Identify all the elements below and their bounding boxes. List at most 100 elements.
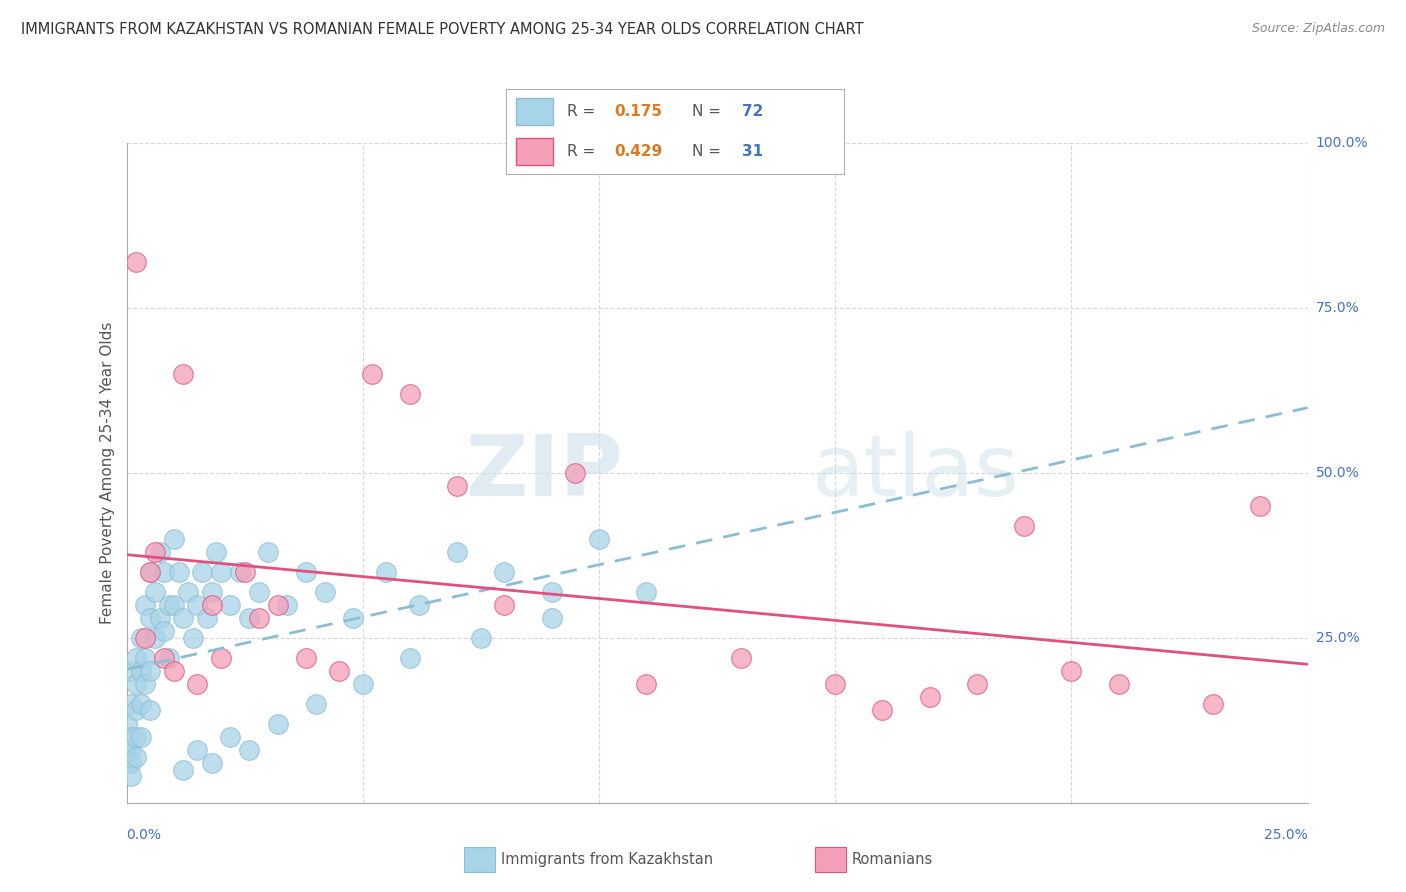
Point	[247, 611, 270, 625]
Point	[172, 763, 194, 777]
Point	[295, 565, 318, 579]
Point	[328, 664, 350, 678]
Text: IMMIGRANTS FROM KAZAKHSTAN VS ROMANIAN FEMALE POVERTY AMONG 25-34 YEAR OLDS CORR: IMMIGRANTS FROM KAZAKHSTAN VS ROMANIAN F…	[21, 22, 863, 37]
Point	[115, 743, 138, 757]
Point	[186, 743, 208, 757]
Point	[129, 631, 152, 645]
Point	[200, 598, 222, 612]
Point	[139, 664, 162, 678]
Point	[494, 598, 516, 612]
Point	[257, 545, 280, 559]
Point	[399, 650, 422, 665]
Point	[446, 545, 468, 559]
Point	[157, 650, 180, 665]
Point	[1202, 697, 1225, 711]
Text: ZIP: ZIP	[465, 431, 623, 515]
Point	[120, 730, 142, 744]
Point	[139, 565, 162, 579]
Point	[177, 584, 200, 599]
Point	[361, 367, 384, 381]
Text: 75.0%: 75.0%	[1316, 301, 1360, 315]
Point	[494, 565, 516, 579]
Text: 0.175: 0.175	[614, 103, 662, 119]
Point	[918, 690, 941, 705]
Text: 25.0%: 25.0%	[1264, 828, 1308, 842]
Point	[238, 743, 260, 757]
Point	[408, 598, 430, 612]
Point	[149, 611, 172, 625]
Point	[540, 584, 562, 599]
Point	[143, 545, 166, 559]
Point	[186, 598, 208, 612]
Point	[163, 532, 186, 546]
Point	[219, 598, 242, 612]
Point	[314, 584, 336, 599]
Point	[120, 743, 142, 757]
Point	[163, 664, 186, 678]
Point	[120, 769, 142, 783]
Point	[125, 703, 148, 717]
Point	[134, 677, 156, 691]
Point	[1108, 677, 1130, 691]
Point	[872, 703, 894, 717]
Point	[209, 650, 232, 665]
Text: 72: 72	[742, 103, 763, 119]
Point	[129, 697, 152, 711]
Point	[153, 565, 176, 579]
Text: Immigrants from Kazakhstan: Immigrants from Kazakhstan	[501, 853, 713, 867]
Point	[219, 730, 242, 744]
Text: 0.0%: 0.0%	[127, 828, 162, 842]
Text: R =: R =	[567, 145, 600, 160]
Point	[1249, 499, 1271, 513]
Text: N =: N =	[692, 145, 725, 160]
FancyBboxPatch shape	[516, 138, 554, 165]
Point	[730, 650, 752, 665]
Point	[233, 565, 256, 579]
Point	[120, 756, 142, 771]
Point	[167, 565, 190, 579]
Point	[115, 756, 138, 771]
Point	[157, 598, 180, 612]
Text: 50.0%: 50.0%	[1316, 466, 1360, 480]
Point	[129, 730, 152, 744]
Point	[540, 611, 562, 625]
Point	[352, 677, 374, 691]
Text: 100.0%: 100.0%	[1316, 136, 1368, 150]
Point	[172, 367, 194, 381]
Point	[191, 565, 214, 579]
Point	[120, 664, 142, 678]
Point	[143, 584, 166, 599]
Point	[139, 703, 162, 717]
Point	[588, 532, 610, 546]
Y-axis label: Female Poverty Among 25-34 Year Olds: Female Poverty Among 25-34 Year Olds	[100, 322, 115, 624]
Point	[375, 565, 398, 579]
Point	[209, 565, 232, 579]
Text: R =: R =	[567, 103, 600, 119]
Point	[120, 697, 142, 711]
Point	[195, 611, 218, 625]
Point	[1012, 518, 1035, 533]
Point	[205, 545, 228, 559]
Text: 0.429: 0.429	[614, 145, 662, 160]
Point	[129, 664, 152, 678]
Point	[134, 650, 156, 665]
Point	[267, 598, 290, 612]
Point	[153, 650, 176, 665]
Point	[125, 749, 148, 764]
Text: Romanians: Romanians	[852, 853, 934, 867]
Point	[186, 677, 208, 691]
Text: N =: N =	[692, 103, 725, 119]
Text: 25.0%: 25.0%	[1316, 631, 1360, 645]
Point	[181, 631, 204, 645]
Point	[636, 677, 658, 691]
Point	[115, 716, 138, 731]
Point	[125, 650, 148, 665]
Point	[153, 624, 176, 639]
Point	[200, 756, 222, 771]
Point	[564, 466, 586, 480]
Point	[267, 716, 290, 731]
Point	[276, 598, 298, 612]
Point	[139, 611, 162, 625]
Point	[200, 584, 222, 599]
Point	[636, 584, 658, 599]
